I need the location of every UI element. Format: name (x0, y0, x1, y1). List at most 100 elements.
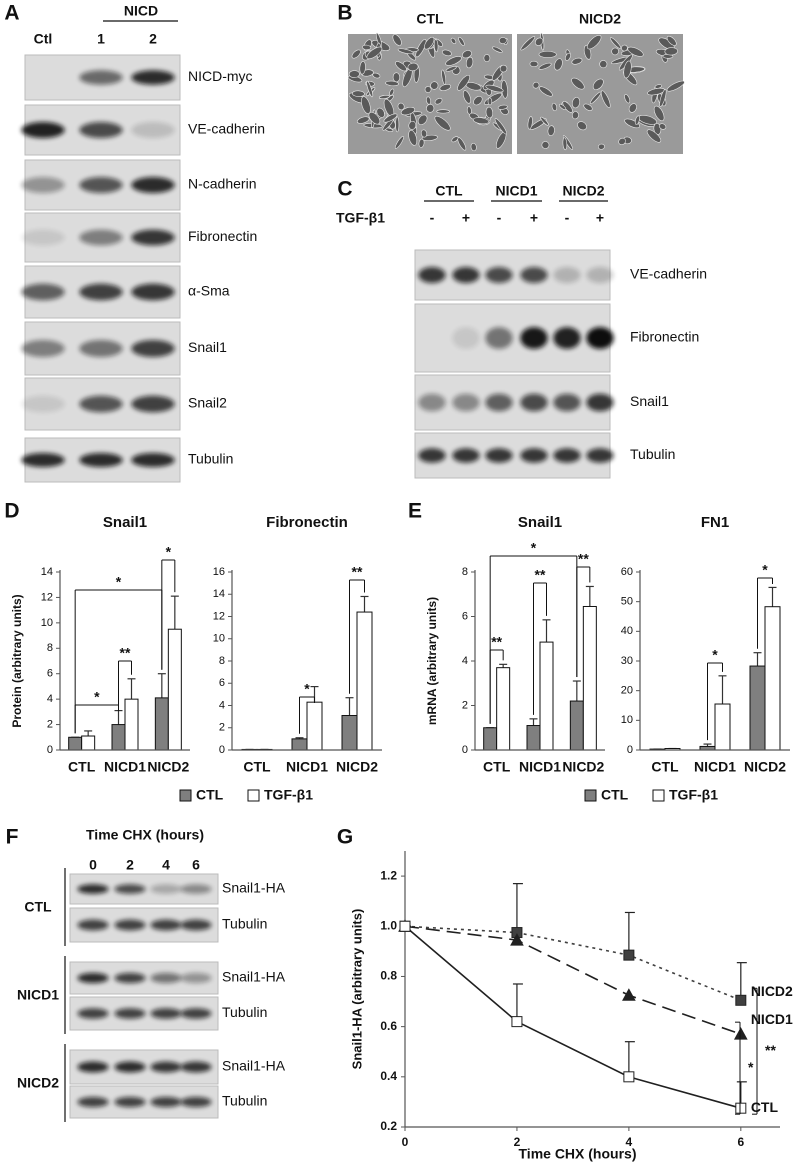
bar (582, 605, 597, 751)
series-label: CTL (751, 1099, 779, 1115)
cell (571, 97, 581, 109)
y-tick-label: 4 (47, 693, 53, 705)
y-tick-label: 0.6 (380, 1019, 397, 1033)
cell (586, 34, 602, 50)
significance: * (94, 689, 100, 705)
legend-swatch (179, 789, 192, 802)
x-tick-label: NICD1 (104, 759, 146, 775)
cell (372, 72, 381, 79)
cell (461, 50, 472, 59)
cell (426, 103, 435, 113)
row-label: NICD-myc (188, 68, 253, 84)
band (150, 1096, 182, 1108)
cell (610, 37, 621, 49)
marker (735, 994, 747, 1006)
row-label: Snail1-HA (222, 1058, 286, 1074)
cell (351, 49, 361, 59)
cell (376, 107, 385, 118)
cell (583, 103, 593, 111)
band (79, 229, 123, 246)
significance: * (166, 544, 172, 560)
x-axis-label: Time CHX (hours) (519, 1146, 637, 1162)
cell (646, 129, 662, 143)
y-axis-label: mRNA (arbitrary units) (425, 597, 439, 725)
row-label: Snail1-HA (222, 880, 286, 896)
significance: ** (535, 567, 546, 583)
cell (520, 36, 536, 51)
band (485, 448, 513, 463)
x-tick-label: NICD2 (562, 759, 604, 775)
cell (666, 35, 677, 46)
series-line (404, 925, 742, 1002)
marker (623, 1071, 635, 1083)
cell (397, 102, 405, 111)
cell (627, 46, 644, 57)
band (452, 448, 480, 463)
band (586, 393, 614, 412)
bar (714, 703, 731, 751)
x-tick-label: NICD2 (336, 759, 378, 775)
bar (291, 738, 308, 751)
y-tick-label: 30 (621, 655, 633, 667)
cell (499, 64, 508, 73)
cell (598, 143, 605, 150)
band (79, 177, 123, 193)
y-tick-label: 6 (219, 677, 225, 689)
panel-label: G (337, 826, 353, 849)
legend-swatch (584, 789, 597, 802)
panel-label: F (6, 826, 19, 849)
chart-title: FN1 (701, 514, 729, 531)
y-tick-label: 0 (219, 744, 225, 756)
significance: * (116, 574, 122, 590)
group-label: NICD1 (495, 183, 537, 199)
significance: * (748, 1059, 754, 1075)
marker (733, 1027, 748, 1040)
significance: ** (352, 564, 363, 580)
cell (541, 141, 550, 149)
band (150, 1061, 182, 1073)
cell (599, 60, 608, 69)
band (21, 229, 65, 246)
series-label: NICD1 (751, 1011, 793, 1027)
band (150, 884, 182, 894)
series-line (404, 925, 742, 1035)
lane-label: 2 (126, 857, 134, 873)
y-tick-label: 14 (41, 566, 53, 578)
legend-label: TGF-β1 (264, 787, 313, 803)
cell (457, 74, 470, 91)
row-label: Tubulin (222, 916, 267, 932)
cell (378, 95, 390, 99)
band (21, 340, 65, 357)
band (79, 452, 123, 468)
band (520, 267, 548, 283)
legend-label: CTL (196, 787, 224, 803)
marker (622, 988, 636, 1001)
bar (526, 725, 541, 751)
significance: * (304, 681, 310, 697)
bar (483, 727, 498, 751)
marker (510, 933, 524, 946)
sign-label: + (530, 210, 538, 226)
chart-title: Snail1 (518, 514, 562, 531)
y-tick-label: 8 (47, 642, 53, 654)
cell (352, 90, 365, 97)
panel-label: C (337, 178, 352, 201)
band (79, 340, 123, 357)
band (586, 448, 614, 463)
row-label: Tubulin (188, 451, 233, 467)
cell (359, 60, 366, 75)
cell (465, 56, 474, 69)
bar (539, 641, 554, 751)
y-axis-label: Protein (arbitrary units) (10, 594, 24, 727)
lane-label: 4 (162, 857, 170, 873)
cell (348, 70, 360, 78)
y-tick-label: 0.8 (380, 969, 397, 983)
chart-title: Snail1 (103, 514, 147, 531)
significance: ** (491, 634, 502, 650)
row-label: Tubulin (630, 446, 675, 462)
bar (81, 735, 96, 751)
significance: ** (120, 645, 131, 661)
lane-label: 1 (97, 31, 105, 47)
band (150, 1008, 182, 1019)
